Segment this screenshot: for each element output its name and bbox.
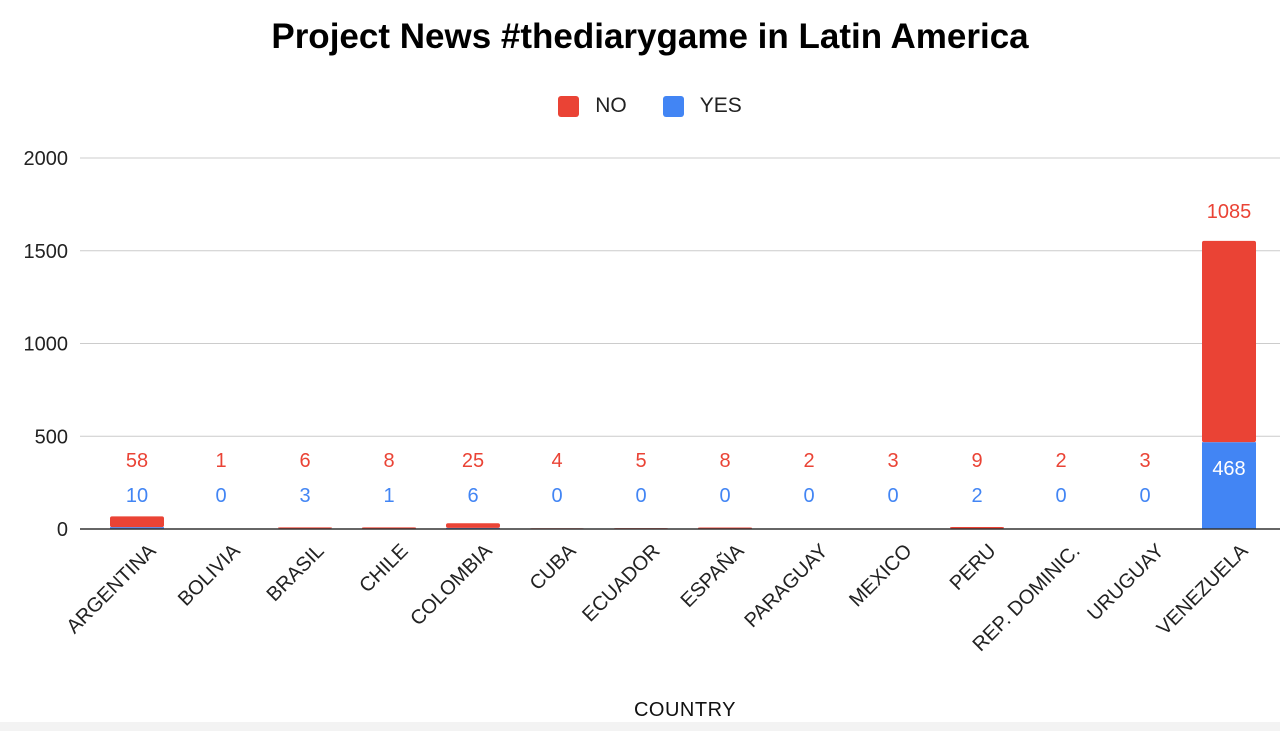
data-label-yes: 2 xyxy=(971,485,982,507)
x-tick-label: URUGUAY xyxy=(1083,540,1168,625)
data-label-no: 6 xyxy=(299,450,310,472)
data-label-yes: 0 xyxy=(1139,485,1150,507)
data-label-no: 8 xyxy=(719,450,730,472)
data-label-no: 4 xyxy=(551,450,562,472)
bar-no xyxy=(950,526,1004,529)
data-label-no: 58 xyxy=(126,450,148,472)
x-tick-label: ARGENTINA xyxy=(62,540,161,639)
data-label-no: 1 xyxy=(215,450,226,472)
data-label-yes: 0 xyxy=(1055,485,1066,507)
legend-item-no: NO xyxy=(558,94,627,118)
data-label-no: 2 xyxy=(1055,450,1066,472)
chart-title: Project News #thediarygame in Latin Amer… xyxy=(271,17,1029,56)
y-tick-label: 1000 xyxy=(24,334,69,356)
legend-swatch-no xyxy=(558,95,580,117)
y-tick-label: 2000 xyxy=(24,148,69,170)
y-tick-label: 1500 xyxy=(24,241,69,263)
data-label-yes: 0 xyxy=(551,485,562,507)
data-label-yes: 0 xyxy=(887,485,898,507)
data-label-yes: 10 xyxy=(126,485,148,507)
x-tick-label: MEXICO xyxy=(845,540,916,611)
x-tick-label: BRASIL xyxy=(263,540,329,606)
data-label-yes: 468 xyxy=(1212,458,1245,480)
legend-item-yes: YES xyxy=(662,94,742,118)
x-tick-label: CHILE xyxy=(355,540,412,597)
x-tick-label: ESPAÑA xyxy=(675,538,749,612)
x-axis-title: COUNTRY xyxy=(633,699,737,721)
data-label-no: 2 xyxy=(803,450,814,472)
data-label-yes: 0 xyxy=(719,485,730,507)
legend-label-yes: YES xyxy=(699,94,742,117)
data-label-yes: 6 xyxy=(467,485,478,507)
legend-swatch-yes xyxy=(662,95,684,117)
y-tick-label: 0 xyxy=(57,519,68,541)
data-label-no: 3 xyxy=(887,450,898,472)
data-label-no: 1085 xyxy=(1207,201,1252,223)
data-label-yes: 0 xyxy=(215,485,226,507)
bar-no xyxy=(1202,240,1256,443)
bar-no xyxy=(110,516,164,528)
bottom-strip xyxy=(0,722,1280,731)
x-tick-label: CUBA xyxy=(526,540,581,595)
x-tick-label: ECUADOR xyxy=(578,540,664,626)
data-label-yes: 0 xyxy=(635,485,646,507)
x-tick-label: VENEZUELA xyxy=(1153,540,1253,640)
x-tick-label: PERU xyxy=(946,540,1001,595)
data-label-yes: 0 xyxy=(803,485,814,507)
legend-label-no: NO xyxy=(595,94,627,117)
x-tick-label: COLOMBIA xyxy=(406,540,497,631)
x-tick-label: PARAGUAY xyxy=(740,540,832,632)
chart-legend: NO YES xyxy=(0,94,1280,118)
data-label-no: 3 xyxy=(1139,450,1150,472)
data-label-no: 8 xyxy=(383,450,394,472)
data-label-no: 5 xyxy=(635,450,646,472)
bar-no xyxy=(446,523,500,528)
bar-yes xyxy=(1202,442,1256,529)
data-label-yes: 1 xyxy=(383,485,394,507)
data-label-no: 9 xyxy=(971,450,982,472)
bar-yes xyxy=(110,527,164,529)
bar-no xyxy=(278,527,332,529)
data-label-no: 25 xyxy=(462,450,484,472)
data-label-yes: 3 xyxy=(299,485,310,507)
y-tick-label: 500 xyxy=(35,426,68,448)
x-tick-label: BOLIVIA xyxy=(174,540,245,611)
